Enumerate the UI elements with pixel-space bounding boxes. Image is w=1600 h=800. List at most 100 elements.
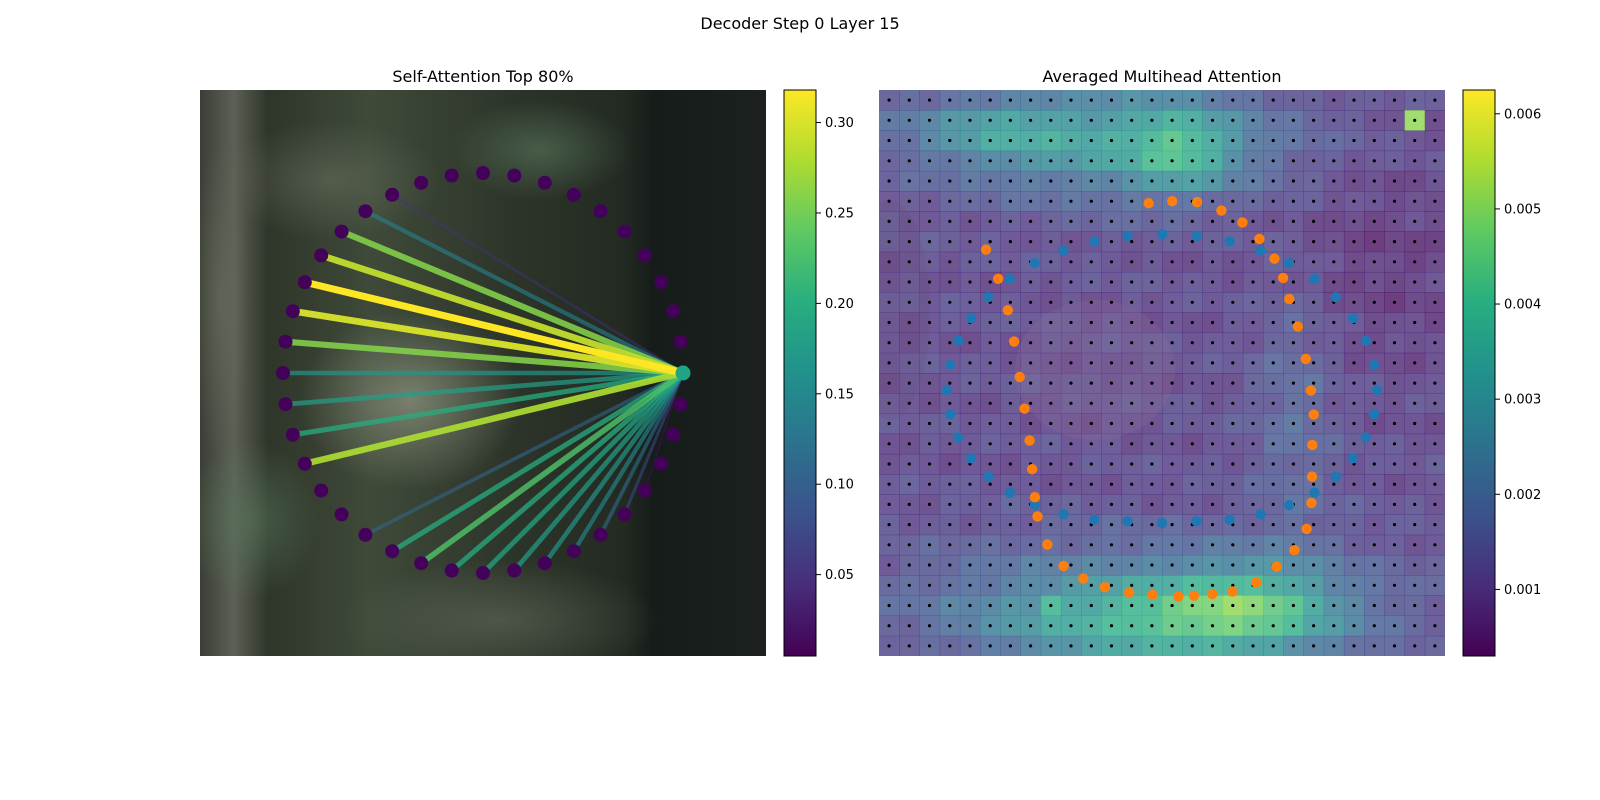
grid-dot [1210, 320, 1215, 325]
grid-dot [1029, 401, 1033, 405]
grid-dot [1332, 260, 1336, 264]
grid-dot [1150, 98, 1154, 102]
grid-dot [1089, 563, 1093, 567]
grid-dot [1049, 199, 1053, 203]
grid-dot [1291, 482, 1295, 486]
grid-dot [1413, 624, 1417, 628]
grid-dot [1130, 381, 1134, 385]
attention-node [385, 544, 400, 559]
grid-dot [1372, 138, 1376, 143]
grid-dot [1049, 482, 1053, 486]
grid-dot [1372, 300, 1376, 304]
grid-dot [1210, 381, 1215, 385]
grid-dot [907, 502, 911, 506]
grid-dot [1130, 644, 1134, 648]
grid-dot [1372, 280, 1376, 284]
grid-dot [1210, 138, 1215, 143]
grid-dot [1291, 341, 1295, 345]
grid-dot [1271, 320, 1275, 325]
grid-dot [1251, 260, 1255, 264]
grid-dot [1109, 159, 1114, 163]
grid-dot [1231, 138, 1235, 143]
grid-dot [1251, 482, 1255, 486]
grid-dot [948, 543, 952, 547]
grid-dot [1291, 442, 1295, 446]
grid-dot [1251, 118, 1255, 122]
grid-dot [907, 462, 911, 466]
figure-title: Decoder Step 0 Layer 15 [700, 14, 899, 33]
grid-dot [927, 401, 932, 405]
attention-node [358, 527, 373, 542]
target-point [1173, 591, 1184, 602]
grid-dot [1251, 98, 1255, 102]
grid-dot [1251, 442, 1255, 446]
grid-dot [1352, 341, 1356, 345]
grid-dot [1069, 644, 1073, 648]
attention-node [314, 248, 329, 263]
grid-dot [1029, 240, 1033, 244]
grid-dot [1109, 583, 1114, 587]
grid-dot [1291, 644, 1295, 648]
grid-dot [1150, 401, 1154, 405]
grid-dot [1413, 159, 1417, 163]
grid-dot [1190, 280, 1194, 284]
grid-dot [1089, 624, 1093, 628]
grid-dot [988, 280, 992, 284]
grid-dot [1170, 482, 1174, 486]
grid-dot [968, 523, 972, 527]
grid-dot [907, 118, 911, 122]
photo-overlay [879, 200, 1175, 440]
grid-dot [1413, 401, 1417, 405]
grid-dot [887, 401, 891, 405]
grid-dot [1008, 644, 1013, 648]
multihead-attention-colorbar: 0.001 0.002 0.003 0.004 0.005 0.006 [1462, 89, 1541, 657]
grid-dot [948, 199, 952, 203]
grid-dot [1069, 624, 1073, 628]
grid-dot [1433, 401, 1437, 405]
grid-dot [1109, 219, 1114, 223]
grid-dot [1210, 199, 1215, 203]
grid-dot [1271, 523, 1275, 527]
grid-dot [948, 341, 952, 345]
attention-edge [450, 371, 685, 573]
grid-dot [948, 300, 952, 304]
grid-dot [907, 563, 911, 567]
grid-dot [1150, 341, 1154, 345]
grid-dot [1372, 462, 1376, 466]
attention-node [334, 507, 349, 522]
grid-dot [1089, 603, 1093, 608]
grid-dot [1109, 98, 1114, 102]
grid-dot [927, 219, 932, 223]
grid-dot [1413, 563, 1417, 567]
grid-dot [968, 421, 972, 426]
grid-dot [968, 260, 972, 264]
grid-dot [988, 543, 992, 547]
grid-dot [1231, 624, 1235, 628]
grid-dot [1210, 563, 1215, 567]
target-point [1099, 582, 1111, 593]
grid-dot [1312, 219, 1316, 223]
grid-dot [1372, 543, 1376, 547]
grid-dot [1170, 583, 1174, 587]
grid-dot [1251, 401, 1255, 405]
grid-dot [1150, 361, 1154, 365]
grid-dot [1291, 179, 1295, 183]
grid-dot [1150, 179, 1154, 183]
target-point [1300, 353, 1312, 365]
grid-dot [907, 179, 911, 183]
grid-dot [1433, 482, 1437, 486]
grid-dot [1372, 320, 1376, 325]
grid-dot [1352, 523, 1356, 527]
grid-dot [968, 199, 972, 203]
grid-dot [887, 462, 891, 466]
grid-dot [1069, 482, 1073, 486]
grid-dot [1392, 502, 1397, 506]
grid-dot [1312, 523, 1316, 527]
grid-dot [1190, 179, 1194, 183]
grid-dot [1291, 240, 1295, 244]
grid-dot [1332, 381, 1336, 385]
grid-dot [907, 280, 911, 284]
grid-dot [1049, 118, 1053, 122]
target-point [1078, 573, 1089, 584]
attention-edge [364, 209, 684, 375]
